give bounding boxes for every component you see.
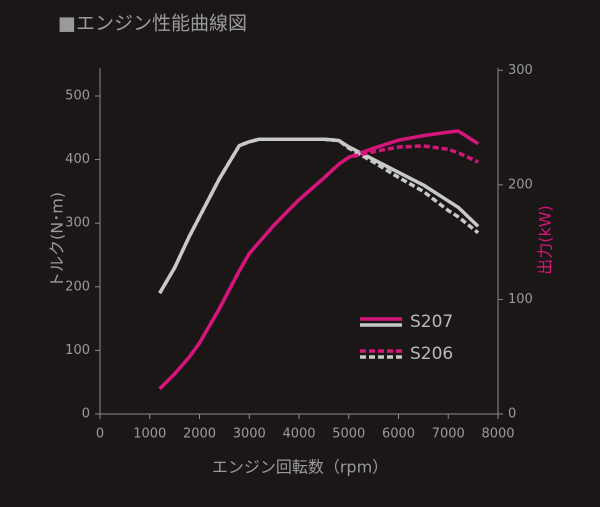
legend-label: S207	[410, 312, 453, 332]
x-tick-label: 5000	[332, 427, 365, 442]
x-tick-label: 4000	[282, 427, 315, 442]
x-tick-label: 6000	[382, 427, 415, 442]
x-tick-label: 7000	[432, 427, 465, 442]
y-tick-label: 0	[82, 407, 90, 422]
y2-tick-label: 100	[508, 292, 533, 307]
x-tick-label: 3000	[233, 427, 266, 442]
y2-tick-label: 300	[508, 63, 533, 78]
x-tick-label: 0	[96, 427, 104, 442]
y2-tick-label: 200	[508, 177, 533, 192]
x-tick-label: 2000	[183, 427, 216, 442]
legend-label: S206	[410, 344, 453, 364]
y2-axis-label: 出力(kW)	[536, 205, 555, 275]
power-line	[158, 144, 479, 391]
torque-line	[158, 137, 480, 295]
y-tick-label: 200	[65, 279, 90, 294]
y-tick-label: 400	[65, 152, 90, 167]
y2-tick-label: 0	[508, 407, 516, 422]
y-tick-label: 100	[65, 343, 90, 358]
y-axis-label: トルク(N･m)	[48, 192, 67, 288]
x-axis-label: エンジン回転数（rpm）	[212, 458, 388, 477]
y-tick-label: 500	[65, 88, 90, 103]
x-tick-label: 8000	[481, 427, 514, 442]
x-tick-label: 1000	[133, 427, 166, 442]
y-tick-label: 300	[65, 216, 90, 231]
chart-title: ■エンジン性能曲線図	[58, 13, 247, 35]
